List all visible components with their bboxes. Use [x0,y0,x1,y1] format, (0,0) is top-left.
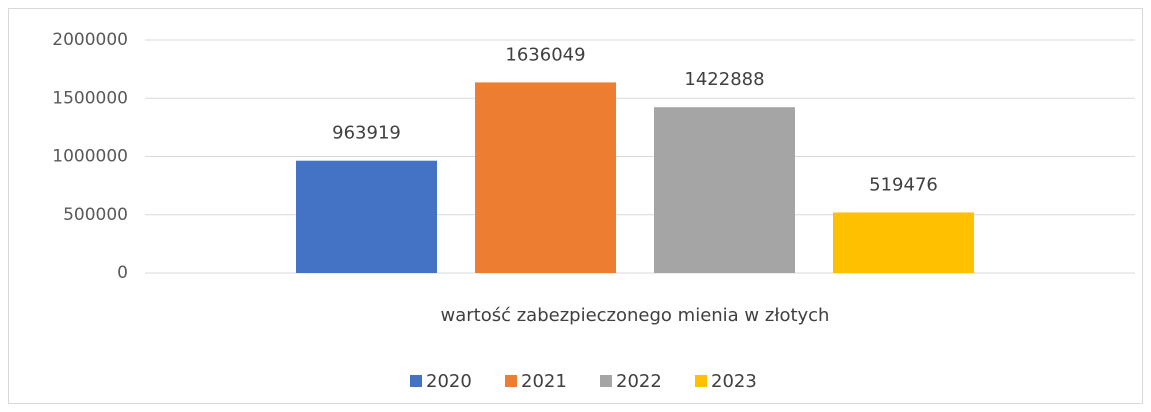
data-label: 1636049 [505,44,585,65]
x-tick-label: wartość zabezpieczonego mienia w złotych [441,305,830,326]
bar [654,107,795,273]
data-label: 519476 [869,174,938,195]
y-tick-label: 0 [117,263,128,283]
y-tick-label: 1500000 [52,88,128,108]
legend-swatch [410,375,422,387]
bar [475,82,616,273]
legend-label: 2022 [616,371,662,392]
legend-label: 2021 [521,371,567,392]
legend-label: 2023 [711,371,757,392]
data-label: 1422888 [684,69,764,90]
legend-swatch [695,375,707,387]
legend-label: 2020 [426,371,472,392]
data-label: 963919 [332,123,401,144]
bar [296,160,437,273]
legend-swatch [600,375,612,387]
y-tick-label: 2000000 [52,30,128,50]
y-tick-label: 1000000 [52,147,128,167]
bar [833,212,974,273]
y-tick-label: 500000 [63,205,128,225]
legend-swatch [505,375,517,387]
